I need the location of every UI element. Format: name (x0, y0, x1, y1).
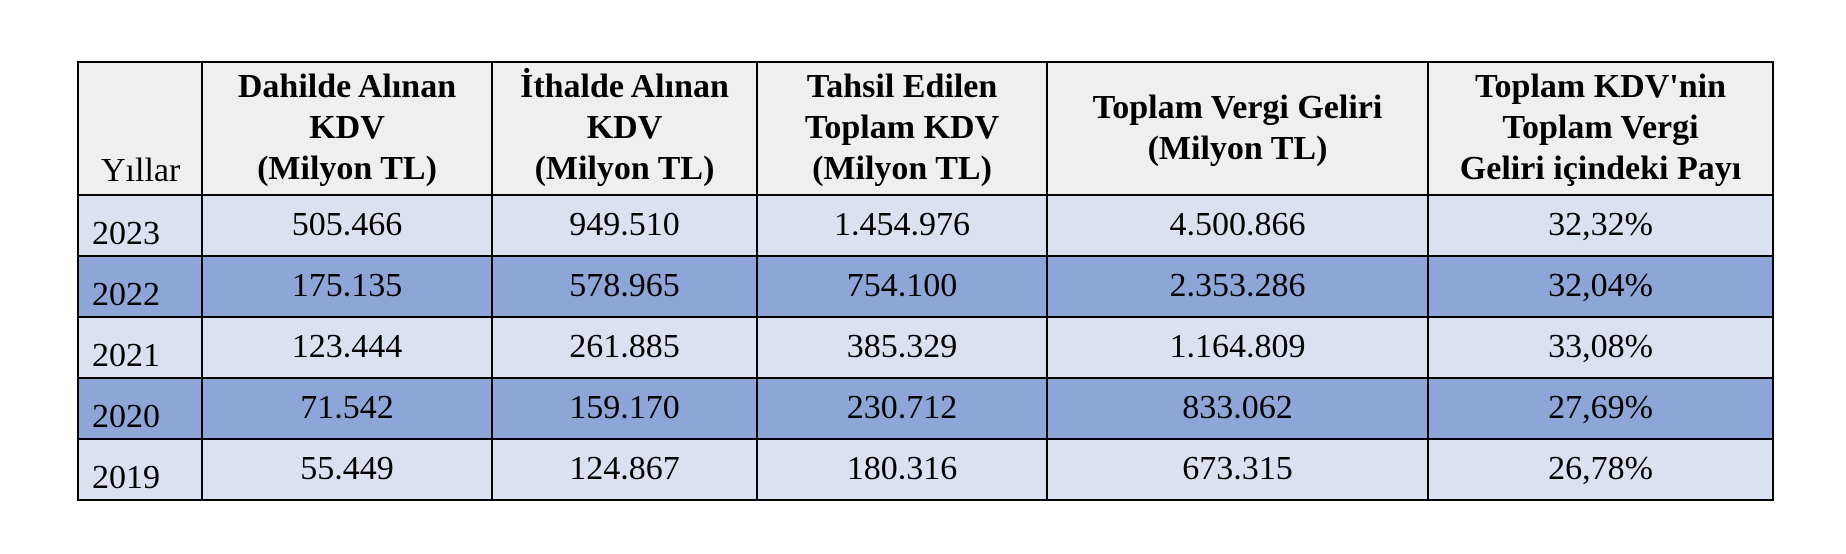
domestic-vat-cell: 505.466 (201, 194, 493, 257)
year-cell: 2020 (77, 377, 203, 440)
header-import-vat: İthalde Alınan KDV (Milyon TL) (491, 61, 758, 196)
header-vat-share: Toplam KDV'nin Toplam Vergi Geliri içind… (1427, 61, 1774, 196)
total-tax-revenue-cell: 1.164.809 (1046, 316, 1429, 379)
table-row: 2019 55.449 124.867 180.316 673.315 26,7… (77, 438, 1774, 501)
total-vat-cell: 230.712 (756, 377, 1048, 440)
domestic-vat-cell: 123.444 (201, 316, 493, 379)
domestic-vat-cell: 175.135 (201, 255, 493, 318)
header-domestic-vat: Dahilde Alınan KDV (Milyon TL) (201, 61, 493, 196)
total-vat-cell: 180.316 (756, 438, 1048, 501)
total-vat-cell: 754.100 (756, 255, 1048, 318)
import-vat-cell: 124.867 (491, 438, 758, 501)
year-cell: 2023 (77, 194, 203, 257)
table-row: 2020 71.542 159.170 230.712 833.062 27,6… (77, 377, 1774, 440)
import-vat-cell: 261.885 (491, 316, 758, 379)
domestic-vat-cell: 71.542 (201, 377, 493, 440)
header-years: Yıllar (77, 61, 203, 196)
total-tax-revenue-cell: 673.315 (1046, 438, 1429, 501)
import-vat-cell: 578.965 (491, 255, 758, 318)
import-vat-cell: 159.170 (491, 377, 758, 440)
total-tax-revenue-cell: 833.062 (1046, 377, 1429, 440)
vat-share-cell: 32,32% (1427, 194, 1774, 257)
table-header-row: Yıllar Dahilde Alınan KDV (Milyon TL) İt… (77, 61, 1774, 196)
table-row: 2021 123.444 261.885 385.329 1.164.809 3… (77, 316, 1774, 379)
table-row: 2023 505.466 949.510 1.454.976 4.500.866… (77, 194, 1774, 257)
import-vat-cell: 949.510 (491, 194, 758, 257)
total-tax-revenue-cell: 2.353.286 (1046, 255, 1429, 318)
year-cell: 2021 (77, 316, 203, 379)
vat-share-cell: 33,08% (1427, 316, 1774, 379)
year-cell: 2022 (77, 255, 203, 318)
total-tax-revenue-cell: 4.500.866 (1046, 194, 1429, 257)
total-vat-cell: 1.454.976 (756, 194, 1048, 257)
year-cell: 2019 (77, 438, 203, 501)
vat-share-cell: 26,78% (1427, 438, 1774, 501)
vat-share-cell: 27,69% (1427, 377, 1774, 440)
header-total-tax-revenue: Toplam Vergi Geliri (Milyon TL) (1046, 61, 1429, 196)
total-vat-cell: 385.329 (756, 316, 1048, 379)
table-row: 2022 175.135 578.965 754.100 2.353.286 3… (77, 255, 1774, 318)
header-total-vat-collected: Tahsil Edilen Toplam KDV (Milyon TL) (756, 61, 1048, 196)
kdv-table: Yıllar Dahilde Alınan KDV (Milyon TL) İt… (77, 61, 1774, 501)
vat-share-cell: 32,04% (1427, 255, 1774, 318)
domestic-vat-cell: 55.449 (201, 438, 493, 501)
